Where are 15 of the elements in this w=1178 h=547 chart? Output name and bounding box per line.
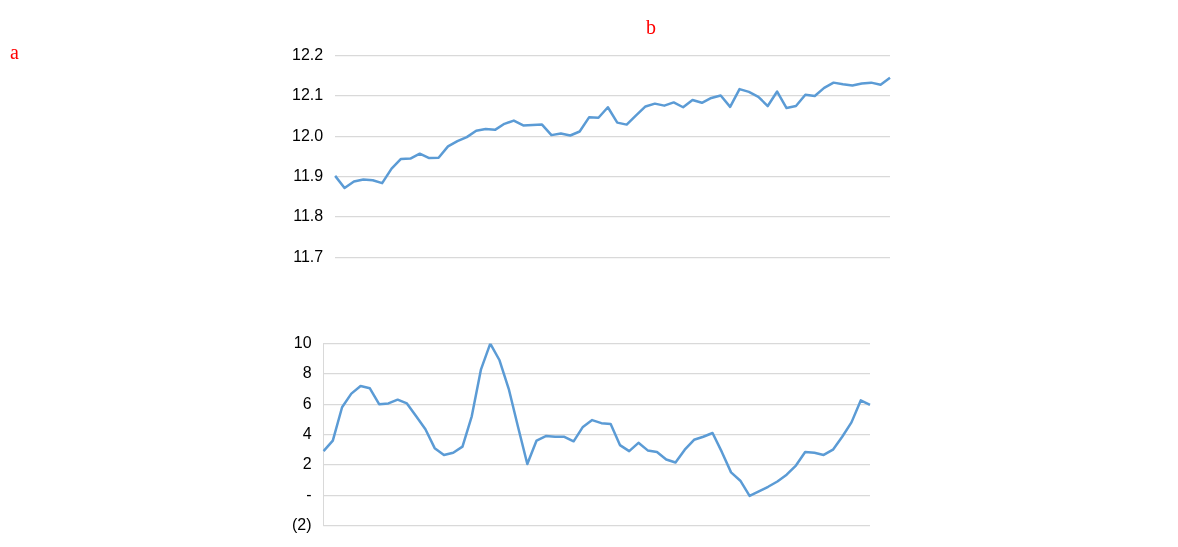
text: b [646, 16, 656, 38]
text: a [10, 41, 19, 63]
y-tick-label: 11.9 [293, 167, 324, 185]
y-tick-label: 12.1 [292, 86, 324, 104]
y-tick-label: (2) [291, 515, 312, 533]
y-tick-label: 4 [302, 424, 312, 442]
y-tick-label: 11.7 [293, 247, 324, 265]
y-tick-label: 6 [302, 394, 312, 412]
y-tick-label: 11.8 [293, 207, 324, 225]
y-tick-label: 12.0 [292, 126, 324, 144]
y-tick-label: 8 [302, 364, 312, 382]
y-tick-label: - [306, 485, 312, 503]
y-tick-label: 10 [293, 334, 312, 352]
y-tick-label: 2 [302, 455, 312, 473]
y-tick-label: 12.2 [292, 46, 324, 64]
